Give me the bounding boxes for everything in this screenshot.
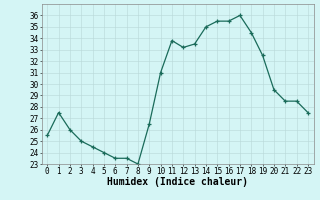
- X-axis label: Humidex (Indice chaleur): Humidex (Indice chaleur): [107, 177, 248, 187]
